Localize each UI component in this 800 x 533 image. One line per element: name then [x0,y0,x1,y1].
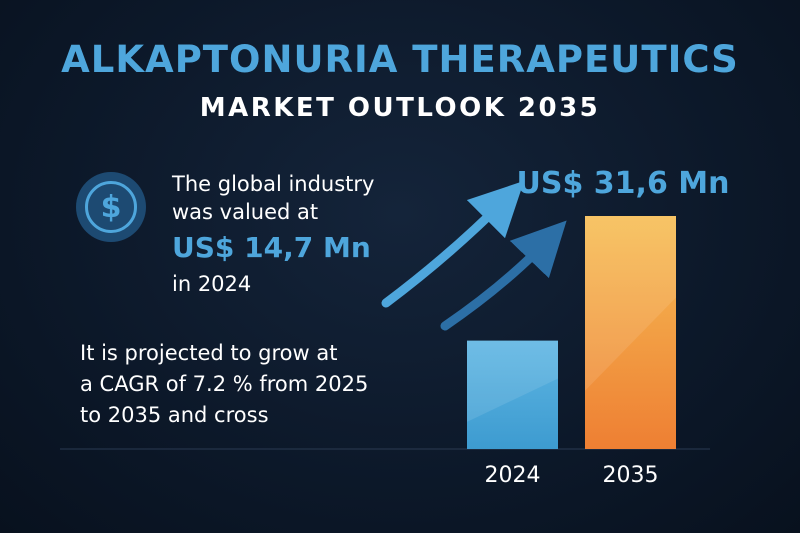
growth-arrow-dark-icon [440,220,567,331]
tick-label-2024: 2024 [485,463,541,488]
valued-year: in 2024 [172,272,252,296]
projection-text-block: It is projected to grow at a CAGR of 7.2… [80,338,440,431]
valued-line-2: was valued at [172,200,319,224]
tick-label-2035: 2035 [603,463,659,488]
bar-highlight-2035 [585,216,676,391]
valued-line-1: The global industry [172,172,375,196]
projection-line-3: to 2035 and cross [80,403,269,427]
bar-highlight-2024 [467,340,558,422]
bar-2024 [467,340,558,449]
dollar-badge: $ [76,172,146,242]
page-subtitle: MARKET OUTLOOK 2035 [199,93,601,123]
valued-amount: US$ 14,7 Mn [172,231,371,264]
projection-line-2: a CAGR of 7.2 % from 2025 [80,372,369,396]
valued-text-block: The global industry was valued at US$ 14… [172,170,432,298]
dollar-icon: $ [85,181,137,233]
projection-line-1: It is projected to grow at [80,341,338,365]
data-label-2035: US$ 31,6 Mn [517,166,730,201]
bar-2035 [585,216,676,449]
growth-arrow-light-icon [381,180,525,308]
page-title: ALKAPTONURIA THERAPEUTICS [61,38,739,81]
